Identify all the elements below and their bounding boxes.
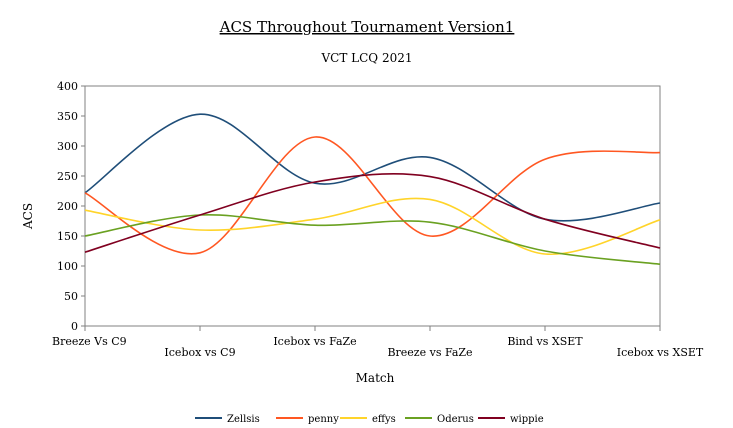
- x-tick-label: Icebox vs XSET: [617, 346, 704, 359]
- x-axis: Breeze Vs C9 Icebox vs C9 Icebox vs FaZe Br…: [52, 326, 704, 359]
- x-axis-label: Match: [356, 371, 395, 385]
- x-tick-label: Icebox vs FaZe: [273, 335, 356, 348]
- legend-label-zellsis: Zellsis: [227, 414, 260, 425]
- y-tick-label: 350: [57, 110, 78, 123]
- series-line-wippie: [84, 173, 661, 253]
- x-tick-label: Bind vs XSET: [507, 335, 583, 348]
- legend-label-penny: penny: [308, 414, 339, 425]
- legend-label-effys: effys: [372, 414, 396, 425]
- legend: Zellsis penny effys Oderus wippie: [195, 414, 544, 425]
- y-tick-label: 100: [57, 260, 78, 273]
- x-tick-label: Breeze Vs C9: [52, 335, 127, 348]
- y-tick-label: 0: [71, 320, 78, 333]
- y-tick-label: 150: [57, 230, 78, 243]
- legend-label-wippie: wippie: [510, 414, 544, 425]
- x-tick-label: Icebox vs C9: [164, 346, 235, 359]
- y-tick-label: 250: [57, 170, 78, 183]
- series-lines: [84, 113, 661, 265]
- series-line-oderus: [84, 214, 661, 265]
- y-tick-label: 50: [64, 290, 78, 303]
- y-axis-label: ACS: [21, 203, 35, 230]
- y-axis: 0 50 100 150 200 250 300 350 400: [57, 80, 85, 333]
- series-line-penny: [84, 136, 661, 255]
- x-tick-label: Breeze vs FaZe: [387, 346, 472, 359]
- y-tick-label: 400: [57, 80, 78, 93]
- y-tick-label: 200: [57, 200, 78, 213]
- y-tick-label: 300: [57, 140, 78, 153]
- chart-title: ACS Throughout Tournament Version1: [219, 18, 515, 36]
- legend-label-oderus: Oderus: [437, 414, 474, 425]
- chart-subtitle: VCT LCQ 2021: [320, 51, 412, 65]
